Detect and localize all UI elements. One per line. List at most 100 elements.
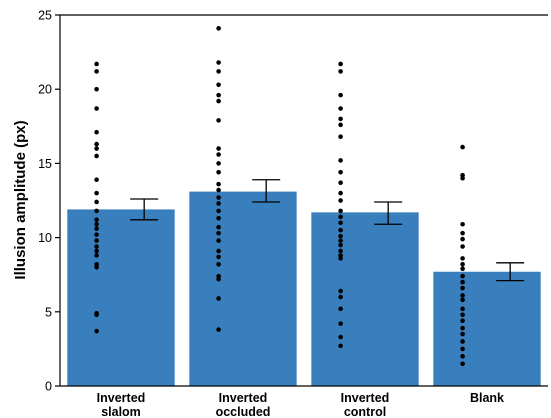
bar-1: [67, 209, 175, 386]
data-point-2-12: [216, 181, 221, 187]
data-point-2-26: [216, 296, 221, 301]
category-label-3-line2: control: [344, 405, 386, 418]
data-point-4-6: [460, 236, 465, 242]
data-point-1-12: [94, 208, 99, 214]
data-point-3-15: [338, 220, 343, 226]
data-point-2-15: [216, 201, 221, 206]
data-point-2-16: [216, 208, 221, 214]
data-point-3-22: [338, 256, 343, 261]
data-point-3-18: [338, 238, 343, 243]
data-point-2-5: [216, 92, 221, 98]
data-point-4-13: [460, 285, 465, 291]
category-label-2-line2: occluded: [216, 405, 271, 418]
points-layer: [94, 26, 465, 367]
y-tick-label-3: 10: [38, 231, 52, 245]
data-point-1-1: [94, 61, 99, 67]
data-point-1-15: [94, 226, 99, 231]
data-point-3-10: [338, 180, 343, 185]
data-point-3-13: [338, 208, 343, 214]
data-point-2-13: [216, 187, 221, 193]
data-point-2-8: [216, 146, 221, 151]
data-point-2-19: [216, 230, 221, 236]
data-point-2-25: [216, 276, 221, 282]
data-point-1-5: [94, 129, 99, 135]
data-point-4-24: [460, 361, 465, 367]
data-point-4-18: [460, 318, 465, 324]
data-point-3-7: [338, 134, 343, 139]
data-point-4-12: [460, 279, 465, 285]
bar-4: [433, 271, 541, 386]
data-point-4-17: [460, 312, 465, 318]
axes-layer: InvertedslalomInvertedoccludedInvertedco…: [38, 9, 548, 418]
data-point-3-4: [338, 106, 343, 111]
data-point-3-2: [338, 69, 343, 74]
data-point-4-11: [460, 273, 465, 279]
data-point-1-10: [94, 190, 99, 196]
category-label-1-line1: Inverted: [97, 391, 146, 405]
data-point-1-13: [94, 217, 99, 223]
data-point-2-11: [216, 170, 221, 175]
data-point-3-6: [338, 122, 343, 128]
data-point-1-22: [94, 264, 99, 270]
data-point-2-17: [216, 216, 221, 221]
data-point-1-3: [94, 86, 99, 92]
data-point-2-2: [216, 60, 221, 65]
data-point-3-20: [338, 248, 343, 254]
data-point-3-26: [338, 321, 343, 326]
category-label-4-line1: Blank: [470, 391, 504, 405]
data-point-3-23: [338, 288, 343, 294]
y-tick-label-4: 15: [38, 157, 52, 171]
data-point-3-19: [338, 242, 343, 248]
data-point-2-9: [216, 152, 221, 157]
data-point-1-18: [94, 244, 99, 249]
data-point-2-7: [216, 118, 221, 123]
data-point-4-7: [460, 244, 465, 249]
data-point-3-8: [338, 158, 343, 163]
data-point-3-3: [338, 92, 343, 98]
bar-3: [311, 212, 419, 386]
data-point-1-24: [94, 312, 99, 318]
data-point-1-25: [94, 328, 99, 334]
data-point-2-10: [216, 161, 221, 166]
data-point-1-16: [94, 232, 99, 237]
data-point-4-15: [460, 297, 465, 303]
data-point-2-23: [216, 262, 221, 267]
data-point-3-27: [338, 334, 343, 340]
data-point-3-28: [338, 343, 343, 349]
data-point-4-9: [460, 262, 465, 267]
data-point-2-22: [216, 254, 221, 260]
data-point-2-6: [216, 98, 221, 104]
y-tick-label-1: 0: [45, 380, 52, 394]
data-point-1-4: [94, 106, 99, 111]
data-point-4-19: [460, 325, 465, 331]
data-point-4-14: [460, 293, 465, 298]
bar-2: [189, 191, 297, 386]
data-point-2-4: [216, 82, 221, 88]
category-label-2-line1: Inverted: [219, 391, 268, 405]
data-point-1-7: [94, 146, 99, 151]
category-label-1-line2: slalom: [101, 405, 141, 418]
data-point-3-11: [338, 190, 343, 196]
data-point-4-3: [460, 175, 465, 181]
data-point-1-9: [94, 177, 99, 183]
data-point-2-1: [216, 26, 221, 31]
data-point-4-21: [460, 339, 465, 344]
data-point-1-20: [94, 253, 99, 258]
y-tick-label-6: 25: [38, 9, 52, 23]
data-point-1-8: [94, 153, 99, 159]
y-tick-label-2: 5: [45, 305, 52, 319]
data-point-3-12: [338, 198, 343, 203]
data-point-3-17: [338, 233, 343, 239]
data-point-4-10: [460, 266, 465, 272]
data-point-1-14: [94, 221, 99, 227]
data-point-3-16: [338, 227, 343, 233]
category-label-3-line1: Inverted: [341, 391, 390, 405]
data-point-4-20: [460, 331, 465, 337]
error-bars-layer: [130, 179, 525, 282]
data-point-3-25: [338, 306, 343, 312]
data-point-4-22: [460, 346, 465, 352]
data-point-3-24: [338, 294, 343, 300]
data-point-2-20: [216, 238, 221, 243]
data-point-1-17: [94, 238, 99, 243]
